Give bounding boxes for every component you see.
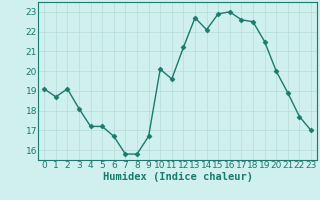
X-axis label: Humidex (Indice chaleur): Humidex (Indice chaleur) bbox=[103, 172, 252, 182]
